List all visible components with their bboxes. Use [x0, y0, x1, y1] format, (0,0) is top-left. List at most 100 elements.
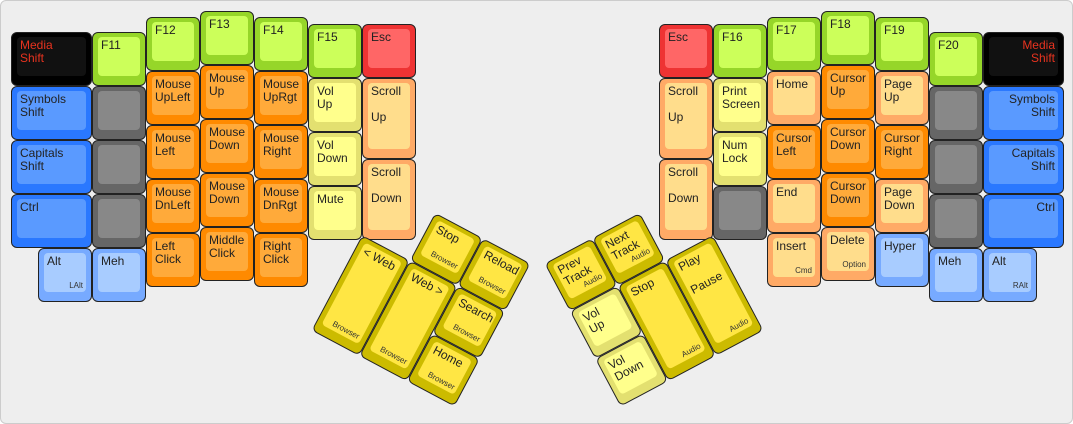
key-label: Mouse Up: [209, 71, 246, 98]
key-sublabel: Browser: [451, 322, 482, 345]
key-f19[interactable]: F19: [875, 17, 929, 71]
key-sublabel: Browser: [476, 274, 508, 297]
key-label: Meh: [938, 254, 962, 268]
key-scroll-down[interactable]: Scroll Down: [362, 159, 416, 240]
key-capitals-shift[interactable]: Capitals Shift: [983, 140, 1064, 194]
key-label: Print Screen: [722, 84, 761, 111]
key-hyper[interactable]: Hyper: [875, 233, 929, 287]
key-f15[interactable]: F15: [308, 24, 362, 78]
keycap: Home: [773, 76, 815, 115]
key-label: F13: [209, 17, 230, 31]
key-label: Alt: [992, 254, 1007, 268]
key-cursor-right[interactable]: Cursor Right: [875, 125, 929, 179]
key-vol-down[interactable]: Vol Down: [308, 132, 362, 186]
key-label: Vol Down: [605, 352, 646, 384]
key-f17[interactable]: F17: [767, 17, 821, 71]
key-meh[interactable]: Meh: [929, 248, 983, 302]
key-media-shift[interactable]: Media Shift: [983, 32, 1064, 86]
keycap: Alt LAlt: [44, 253, 86, 292]
key-sublabel: Browser: [429, 249, 460, 272]
key-label: Scroll Down: [371, 165, 402, 205]
key-label: Symbols Shift: [1008, 92, 1055, 119]
key-f16[interactable]: F16: [713, 24, 767, 78]
key-symbols-shift[interactable]: Symbols Shift: [983, 86, 1064, 140]
key-end[interactable]: End: [767, 179, 821, 233]
key-symbols-shift[interactable]: Symbols Shift: [11, 86, 92, 140]
key-f13[interactable]: F13: [200, 11, 254, 65]
key-mouse-dnrgt[interactable]: Mouse DnRgt: [254, 179, 308, 233]
keycap: F15: [314, 29, 356, 68]
key-blank[interactable]: [92, 194, 146, 248]
key-label: Esc: [371, 30, 392, 44]
key-cursor-up[interactable]: Cursor Up: [821, 65, 875, 119]
key-label: Vol Down: [317, 138, 348, 165]
key-mute[interactable]: Mute: [308, 186, 362, 240]
key-insert[interactable]: Insert Cmd: [767, 233, 821, 287]
key-sublabel: Audio: [679, 341, 703, 360]
key-blank[interactable]: [92, 140, 146, 194]
key-label: Right Click: [263, 239, 292, 266]
key-page-up[interactable]: Page Up: [875, 71, 929, 125]
key-cursor-down[interactable]: Cursor Down: [821, 119, 875, 173]
key-mouse-right[interactable]: Mouse Right: [254, 125, 308, 179]
key-middle-click[interactable]: Middle Click: [200, 227, 254, 281]
key-blank[interactable]: [713, 186, 767, 240]
keycap: Esc: [665, 29, 707, 68]
key-mouse-down[interactable]: Mouse Down: [200, 119, 254, 173]
keycap: Meh: [935, 253, 977, 292]
key-label: F15: [317, 30, 338, 44]
key-print-screen[interactable]: Print Screen: [713, 78, 767, 132]
key-label: Home: [776, 77, 809, 91]
key-media-shift[interactable]: Media Shift: [11, 32, 92, 86]
key-cursor-down[interactable]: Cursor Down: [821, 173, 875, 227]
key-delete[interactable]: Delete Option: [821, 227, 875, 281]
key-mouse-dnleft[interactable]: Mouse DnLeft: [146, 179, 200, 233]
key-label: Mouse Left: [155, 131, 192, 158]
key-scroll-down[interactable]: Scroll Down: [659, 159, 713, 240]
key-left-click[interactable]: Left Click: [146, 233, 200, 287]
key-right-click[interactable]: Right Click: [254, 233, 308, 287]
key-blank[interactable]: [929, 194, 983, 248]
key-num-lock[interactable]: Num Lock: [713, 132, 767, 186]
keycap: Mouse Left: [152, 130, 194, 169]
key-label: Cursor Right: [884, 131, 921, 158]
key-meh[interactable]: Meh: [92, 248, 146, 302]
key-esc[interactable]: Esc: [659, 24, 713, 78]
key-ctrl[interactable]: Ctrl: [11, 194, 92, 248]
keycap: Vol Up: [314, 83, 356, 122]
key-scroll-up[interactable]: Scroll Up: [659, 78, 713, 159]
key-label: Mouse Right: [263, 131, 300, 158]
key-f20[interactable]: F20: [929, 32, 983, 86]
key-ctrl[interactable]: Ctrl: [983, 194, 1064, 248]
key-label: Middle Click: [209, 233, 245, 260]
key-mouse-left[interactable]: Mouse Left: [146, 125, 200, 179]
key-blank[interactable]: [92, 86, 146, 140]
key-label: Mouse Down: [209, 125, 246, 152]
key-f12[interactable]: F12: [146, 17, 200, 71]
key-mouse-upleft[interactable]: Mouse UpLeft: [146, 71, 200, 125]
key-home[interactable]: Home: [767, 71, 821, 125]
key-cursor-left[interactable]: Cursor Left: [767, 125, 821, 179]
key-esc[interactable]: Esc: [362, 24, 416, 78]
key-alt[interactable]: Alt RAlt: [983, 248, 1037, 302]
key-scroll-up[interactable]: Scroll Up: [362, 78, 416, 159]
keycap: Scroll Up: [665, 83, 707, 149]
key-capitals-shift[interactable]: Capitals Shift: [11, 140, 92, 194]
key-label: Vol Up: [580, 304, 607, 337]
keycap: Left Click: [152, 238, 194, 277]
keycap: F20: [935, 37, 977, 76]
key-f14[interactable]: F14: [254, 17, 308, 71]
key-blank[interactable]: [929, 86, 983, 140]
key-mouse-uprgt[interactable]: Mouse UpRgt: [254, 71, 308, 125]
key-f11[interactable]: F11: [92, 32, 146, 86]
key-f18[interactable]: F18: [821, 11, 875, 65]
key-sublabel: Browser: [330, 319, 362, 342]
key-page-down[interactable]: Page Down: [875, 179, 929, 233]
key-vol-up[interactable]: Vol Up: [308, 78, 362, 132]
key-alt[interactable]: Alt LAlt: [38, 248, 92, 302]
keycap: F17: [773, 22, 815, 61]
key-blank[interactable]: [929, 140, 983, 194]
key-mouse-up[interactable]: Mouse Up: [200, 65, 254, 119]
keycap: Esc: [368, 29, 410, 68]
key-mouse-down[interactable]: Mouse Down: [200, 173, 254, 227]
